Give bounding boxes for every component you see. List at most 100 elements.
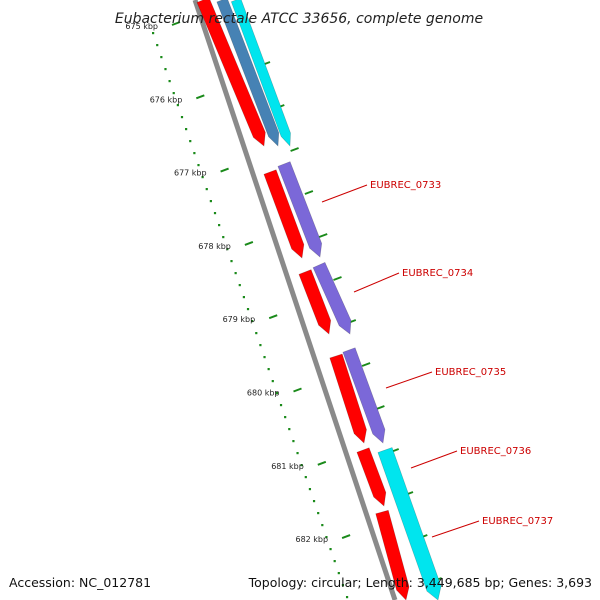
tick-label-677: 677 kbp [174,169,207,178]
minor-tick [308,488,312,491]
gene-leader-line [410,450,458,469]
minor-tick [230,260,233,263]
minor-tick [267,368,270,371]
tick-label-678: 678 kbp [198,242,231,251]
feature-red [263,169,305,259]
gene-label-eubrec_0733: EUBREC_0733 [370,180,441,191]
minor-tick [259,344,262,347]
minor-tick [321,524,324,527]
gene-leader-line [353,272,400,293]
minor-tick [284,416,287,419]
gene-label-eubrec_0736: EUBREC_0736 [460,446,531,457]
gene-label-eubrec_0735: EUBREC_0735 [435,367,506,378]
minor-tick [251,320,254,323]
minor-tick [341,584,345,587]
gene-labels: EUBREC_0733 EUBREC_0734 EUBREC_0735 EUBREC_… [321,180,553,538]
feature-red [329,353,367,444]
minor-tick [317,512,320,515]
minor-tick [213,212,217,215]
minor-tick [180,116,184,119]
minor-tick [329,548,332,551]
tick-label-679: 679 kbp [223,315,256,324]
backbone-line [192,0,398,600]
map-title: Eubacterium rectale ATCC 33656, complete… [115,11,483,27]
minor-tick [205,188,208,191]
gene-leader-line [385,371,433,389]
major-tick [171,21,181,26]
major-tick [293,387,302,393]
minor-tick [263,356,266,359]
minor-tick [255,332,258,335]
minor-tick [279,404,283,407]
feature-steel [216,0,280,147]
minor-tick [312,500,316,503]
feature-red [298,269,332,335]
minor-tick [271,380,274,383]
major-tick [195,94,205,100]
minor-tick [176,104,179,107]
feature-cyan [230,0,291,147]
minor-tick [337,572,340,575]
minor-tick [218,224,221,227]
tick-label-682: 682 kbp [295,535,328,544]
genome-summary: Topology: circular; Length: 3,449,685 bp… [248,575,592,590]
minor-tick [325,536,328,539]
feature-purple [312,261,352,335]
feature-tick [290,147,299,152]
major-tick [341,534,351,540]
genome-backbone [192,0,398,600]
major-tick [220,167,229,173]
minor-tick [209,200,212,203]
minor-tick [288,428,291,431]
feature-purple [277,161,323,258]
minor-tick [222,236,225,239]
tick-label-675: 675 kbp [125,22,158,31]
minor-tick [193,152,196,155]
minor-tick [172,92,175,95]
scale-ticks: 675 kbp 676 kbp 677 kbp 678 kbp 679 kbp 680 k… [125,21,442,599]
feature-purple [342,347,386,444]
feature-tick [361,362,371,367]
major-tick [317,460,327,466]
minor-tick [345,596,349,599]
minor-tick [152,32,155,35]
tick-label-681: 681 kbp [271,462,304,471]
minor-tick [300,464,303,467]
minor-tick [160,56,163,59]
minor-tick [275,392,279,395]
feature-tick [318,233,328,238]
minor-tick [246,308,250,311]
feature-cyan [377,447,442,600]
minor-tick [304,476,307,479]
gene-label-eubrec_0734: EUBREC_0734 [402,268,473,279]
minor-tick [201,176,204,179]
feature-tick [304,190,314,195]
minor-tick [296,452,299,455]
major-tick [268,314,278,320]
feature-tick [333,276,342,281]
feature-tick [376,405,385,410]
gene-leader-line [321,184,368,203]
gene-features [196,0,442,600]
minor-tick [164,68,167,71]
major-tick [244,240,254,246]
minor-tick [197,164,200,167]
minor-tick [242,296,245,299]
minor-tick [238,284,241,287]
minor-tick [189,140,192,143]
feature-red [375,509,410,600]
feature-red [196,0,266,147]
minor-tick [333,560,336,563]
minor-tick [168,80,171,83]
gene-leader-line [431,520,480,538]
minor-tick [185,128,188,131]
tick-label-676: 676 kbp [150,95,183,104]
tick-label-680: 680 kbp [247,389,280,398]
accession-label: Accession: NC_012781 [9,575,151,590]
minor-tick [292,440,295,443]
feature-red [356,447,387,507]
minor-tick [156,44,159,47]
minor-tick [234,272,237,275]
minor-tick [226,248,229,251]
